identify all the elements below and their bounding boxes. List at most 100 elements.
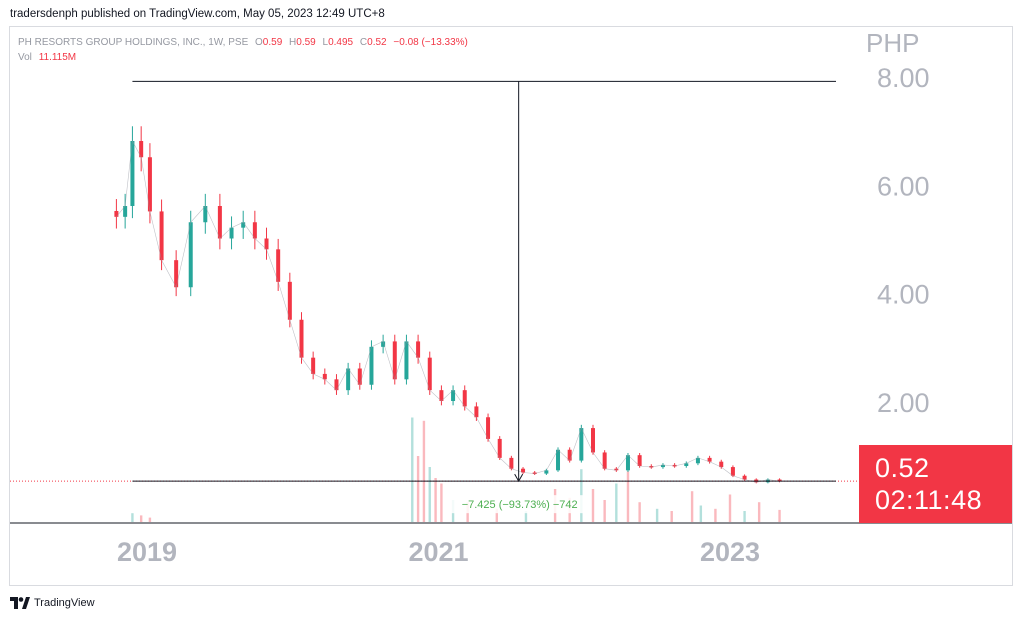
currency-label[interactable]: PHP [866,28,920,58]
high-value: 0.59 [296,37,316,48]
bar-countdown: 02:11:48 [875,485,983,515]
candle-body [497,438,502,458]
volume-bar [440,483,443,522]
candle-body [602,452,607,469]
candle-body [730,467,735,476]
candle-body [451,390,456,401]
footer-brand[interactable]: TradingView [34,597,95,609]
volume-bar [591,489,595,522]
volume-bar [139,515,143,522]
volume-value: 11.115M [38,52,77,63]
candle-body [556,449,561,471]
volume-label: Vol [18,52,32,63]
candle-body [672,464,677,467]
volume-bar [416,456,420,522]
measure-arrow-icon [514,473,524,483]
candle-body [462,390,467,407]
candle-body [707,457,712,462]
volume-bar [422,420,426,522]
candle-body [369,346,374,385]
candle-body [684,463,689,466]
volume-bar [690,491,694,522]
candle-body [123,206,128,217]
candle-body [427,357,432,391]
candle-body [264,238,269,250]
candle-body [439,390,444,401]
ohlc-legend-row: PH RESORTS GROUP HOLDINGS, INC., 1W, PSE… [18,35,468,50]
close-label: C [359,37,368,48]
candle-body [614,468,619,471]
volume-bar [757,502,761,522]
candle-body [742,475,747,480]
volume-bar [434,478,437,522]
candle-body [311,357,316,374]
candle-body [334,379,339,391]
candle-body [174,260,179,288]
footer: TradingView [10,597,95,609]
measure-label-bg [448,495,589,514]
candle-body [357,368,362,385]
candle-body [139,141,144,158]
candle-body [660,464,665,468]
volume-bar [428,467,431,522]
volume-bar [495,508,498,522]
candle-body [392,341,397,380]
candle-body [276,249,281,282]
candle-body [486,417,491,439]
candle-body [346,368,351,391]
volume-bar [148,517,152,522]
low-value: 0.495 [328,37,354,48]
volume-bar [615,483,618,522]
volume-bar [670,511,673,522]
candle-body [114,210,119,217]
candle-body [509,457,514,469]
price-tick-label: 6.00 [877,171,930,201]
tradingview-logo-icon[interactable] [10,597,30,609]
low-label: L [322,37,329,48]
candle-body [188,222,193,288]
open-label: O [255,37,263,48]
candle-body [544,470,549,474]
candle-body [579,428,584,461]
time-tick-label: 2019 [117,537,177,567]
volume-legend-row: Vol 11.115M [18,50,468,65]
candle-body [147,157,152,212]
volume-bar [131,513,134,522]
candle-body [299,319,304,358]
open-value: 0.59 [262,37,283,48]
candle-body [130,141,135,206]
candle-body [322,373,327,380]
candle-body [203,206,208,223]
volume-bar [778,509,781,522]
time-tick-label: 2021 [408,537,468,567]
candle-body [625,455,630,471]
candle-body [287,281,292,320]
chart-frame [9,26,1013,586]
candle-body [416,341,421,358]
candle-body [532,472,537,474]
volume-bar [743,511,746,522]
candle-body [404,341,409,380]
time-tick-label: 2023 [700,537,760,567]
change-value: −0.08 (−13.33%) [393,37,468,48]
candle-body [229,227,234,239]
symbol-name[interactable]: PH RESORTS GROUP HOLDINGS, INC., 1W, PSE [18,37,249,48]
price-tick-label: 2.00 [877,388,930,418]
candle-body [252,222,257,239]
volume-bar [524,511,528,522]
candle-body [241,222,246,228]
candle-body [381,341,386,347]
candle-body [159,211,164,261]
close-value: 0.52 [367,37,387,48]
candle-body [777,479,782,482]
price-tick-label: 8.00 [877,63,930,93]
volume-bar [626,471,630,522]
candle-body [695,457,700,464]
symbol-legend: PH RESORTS GROUP HOLDINGS, INC., 1W, PSE… [18,35,468,65]
measure-label: −7.425 (−93.73%) −742 [462,499,578,511]
volume-bar [655,508,659,522]
volume-bar [699,505,703,522]
published-caption: tradersdenph published on TradingView.co… [10,8,385,20]
volume-bar [603,500,606,522]
